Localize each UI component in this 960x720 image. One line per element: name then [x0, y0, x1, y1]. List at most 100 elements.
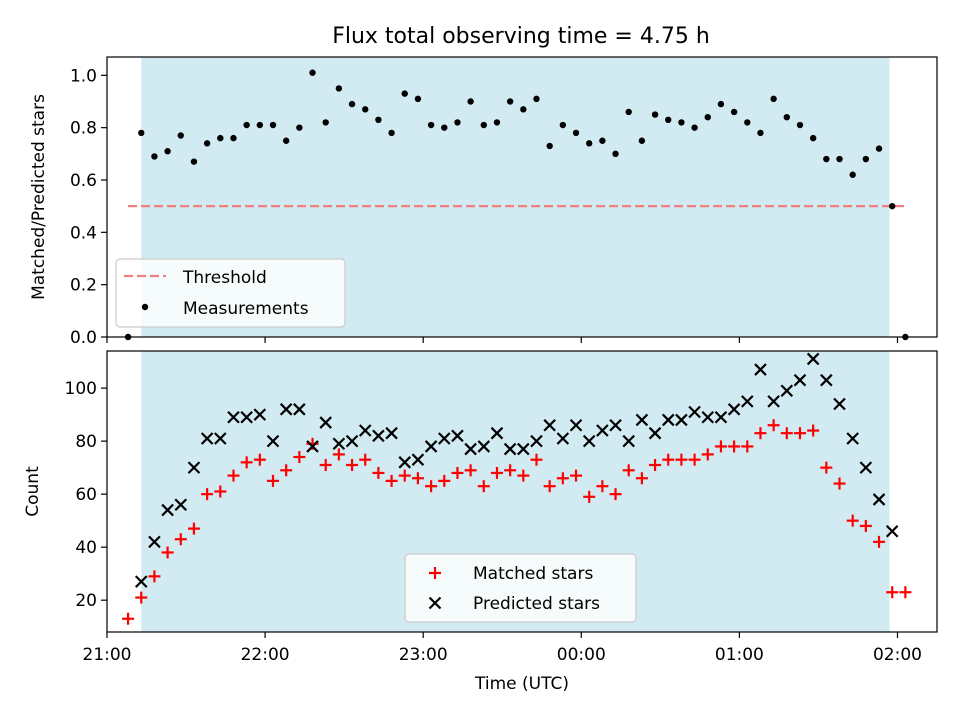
- predicted-star-stroke-b: [411, 453, 425, 466]
- legend-predicted-swatch: [428, 596, 442, 610]
- matched-star-point: [780, 427, 793, 440]
- predicted-star-stroke-b: [556, 432, 570, 445]
- predicted-star-point: [648, 426, 662, 440]
- matched-star-point: [833, 477, 846, 490]
- predicted-star-point: [596, 424, 609, 437]
- measurement-point: [296, 124, 303, 131]
- series-matched-stars: [122, 419, 912, 625]
- predicted-star-point: [174, 498, 188, 512]
- predicted-star-stroke-b: [780, 384, 794, 398]
- matched-star-point: [214, 485, 227, 498]
- y-tick-label: 0.6: [70, 171, 97, 191]
- matched-star-point: [240, 456, 253, 469]
- predicted-star-point: [806, 352, 820, 366]
- predicted-star-stroke-b: [648, 426, 662, 440]
- predicted-star-stroke-b: [846, 432, 859, 445]
- measurement-point: [388, 129, 395, 137]
- matched-star-point: [187, 522, 200, 535]
- matched-star-point: [728, 440, 741, 453]
- matched-star-point: [346, 458, 359, 471]
- predicted-star-stroke-b: [293, 403, 306, 416]
- predicted-star-point: [372, 429, 385, 443]
- predicted-star-stroke-b: [635, 413, 649, 427]
- measurement-point: [638, 137, 646, 144]
- matched-star-point: [899, 586, 912, 599]
- measurement-point: [427, 121, 435, 129]
- x-tick-label: 01:00: [715, 645, 764, 665]
- matched-star-point: [477, 480, 490, 493]
- measurement-point: [282, 137, 290, 144]
- measurement-point: [665, 116, 672, 124]
- legend-measurements-swatch: [141, 303, 149, 311]
- matched-star-point: [451, 466, 464, 479]
- predicted-star-stroke-b: [464, 442, 477, 456]
- predicted-star-stroke-b: [569, 418, 583, 432]
- y-tick-label: 0.2: [70, 276, 97, 296]
- y-tick-label: 40: [75, 538, 97, 558]
- predicted-star-point: [306, 440, 319, 453]
- predicted-star-point: [846, 432, 859, 445]
- predicted-star-point: [437, 432, 451, 445]
- measurement-point: [269, 121, 277, 129]
- predicted-star-point: [661, 413, 675, 427]
- predicted-star-point: [503, 442, 517, 456]
- measurement-point: [493, 119, 501, 126]
- predicted-star-point: [859, 461, 873, 474]
- matched-star-point: [886, 586, 899, 599]
- matched-star-point: [859, 519, 872, 532]
- matched-star-point: [227, 469, 240, 482]
- predicted-star-stroke-b: [885, 524, 899, 538]
- predicted-star-point: [780, 384, 794, 398]
- predicted-star-stroke-b: [227, 410, 240, 424]
- predicted-star-point: [187, 461, 201, 474]
- matched-star-point: [793, 427, 806, 440]
- predicted-star-stroke-b: [200, 432, 214, 445]
- measurement-point: [823, 155, 830, 163]
- predicted-star-stroke-b: [148, 535, 161, 549]
- measurement-point: [612, 150, 619, 158]
- predicted-star-point: [477, 440, 491, 453]
- predicted-star-stroke-b: [741, 395, 754, 408]
- matched-star-point: [280, 464, 293, 477]
- legend-bottom: Matched stars Predicted stars: [404, 553, 637, 623]
- predicted-star-point: [161, 503, 174, 517]
- measurement-point: [309, 69, 316, 76]
- measurement-point: [375, 116, 382, 124]
- predicted-star-stroke-b: [306, 440, 319, 453]
- predicted-star-stroke-b: [385, 426, 398, 440]
- predicted-star-point: [754, 363, 767, 376]
- measurement-point: [704, 113, 711, 121]
- matched-star-point: [714, 440, 727, 453]
- predicted-star-stroke-b: [622, 434, 635, 448]
- bottom-panel: 20 40 60 80 100 21:00 22:00 23:00 00:00 01:00 02:0…: [23, 350, 938, 694]
- matched-star-point: [267, 474, 279, 487]
- series-measurements: [124, 69, 909, 341]
- measurement-point: [599, 137, 606, 144]
- predicted-star-stroke-b: [754, 363, 767, 376]
- predicted-star-stroke-b: [675, 413, 688, 427]
- predicted-star-point: [200, 432, 214, 445]
- measurement-point: [651, 111, 659, 118]
- matched-star-point: [174, 533, 187, 546]
- matched-star-point: [675, 453, 688, 466]
- predicted-star-point: [727, 403, 741, 416]
- y-tick-label: 80: [75, 432, 97, 452]
- measurement-point: [875, 145, 883, 152]
- predicted-star-point: [622, 434, 635, 448]
- y-tick-label: 0.4: [70, 223, 97, 243]
- predicted-star-point: [253, 408, 267, 421]
- predicted-star-stroke-b: [174, 498, 188, 512]
- predicted-star-stroke-b: [517, 442, 530, 456]
- measurement-point: [691, 124, 698, 131]
- predicted-star-stroke-b: [266, 434, 280, 448]
- predicted-star-point: [332, 437, 346, 451]
- predicted-star-point: [701, 410, 715, 424]
- axes-frame: [106, 56, 938, 338]
- predicted-star-stroke-b: [582, 434, 596, 448]
- measurement-point: [506, 98, 514, 105]
- matched-star-point: [359, 453, 372, 466]
- measurement-point: [203, 140, 211, 147]
- matched-star-point: [688, 453, 701, 466]
- matched-star-point: [464, 464, 477, 477]
